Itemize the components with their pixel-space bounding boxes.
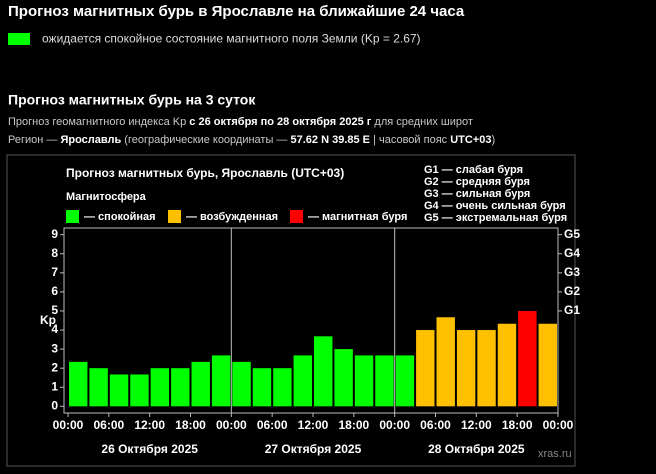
x-tick-label: 00:00 <box>379 418 410 432</box>
x-tick-label: 06:00 <box>420 418 451 432</box>
section-title: Прогноз магнитных бурь на 3 суток <box>8 92 256 108</box>
y-tick-label: 7 <box>51 265 58 279</box>
day-label: 27 Октября 2025 <box>265 442 362 456</box>
bar <box>395 355 415 407</box>
y-tick-label: 2 <box>51 360 58 374</box>
g-scale-item: G5 — экстремальная буря <box>424 212 567 224</box>
bar <box>171 368 190 407</box>
y2-tick-label: G3 <box>564 265 580 279</box>
bar <box>518 310 537 407</box>
day-label: 28 Октября 2025 <box>428 442 525 456</box>
bar <box>436 317 455 407</box>
legend-label: — возбужденная <box>186 211 278 223</box>
text-part: Ярославль <box>60 134 121 146</box>
bar <box>375 355 394 407</box>
y-axis-label: Kp <box>40 313 56 327</box>
text-part: для средних широт <box>371 116 473 128</box>
plot-frame <box>63 227 559 414</box>
text-part: Регион — <box>8 134 60 146</box>
text-part: Прогноз геомагнитного индекса Kp <box>8 116 189 128</box>
page-title: Прогноз магнитных бурь в Ярославле на бл… <box>8 3 465 20</box>
status-text: ожидается спокойное состояние магнитного… <box>42 32 421 46</box>
y-tick-label: 6 <box>51 284 58 298</box>
bar <box>293 355 312 407</box>
y2-tick-label: G2 <box>564 284 580 298</box>
status-swatch <box>8 33 30 45</box>
x-tick-label: 12:00 <box>134 418 165 432</box>
x-tick-label: 06:00 <box>257 418 288 432</box>
g-scale-item: G1 — слабая буря <box>424 164 523 176</box>
g-scale-item: G4 — очень сильная буря <box>424 200 566 212</box>
x-tick-label: 00:00 <box>216 418 247 432</box>
y2-tick-label: G1 <box>564 303 580 317</box>
legend-label: — спокойная <box>84 211 156 223</box>
text-part: с 26 октября по 28 октября 2025 г <box>189 116 371 128</box>
y-tick-label: 4 <box>51 322 58 336</box>
section-line: Прогноз геомагнитного индекса Kp с 26 ок… <box>8 116 473 128</box>
g-scale-item: G2 — средняя буря <box>424 176 530 188</box>
bar <box>69 361 88 407</box>
bar <box>354 355 374 407</box>
bar <box>191 361 210 407</box>
y-tick-label: 5 <box>51 303 58 317</box>
chart-title: Прогноз магнитных бурь, Ярославль (UTC+0… <box>66 166 344 180</box>
chart-panel <box>6 154 576 467</box>
watermark: xras.ru <box>538 448 572 460</box>
text-part: 57.62 N 39.85 E <box>291 134 371 146</box>
legend-swatch <box>168 210 181 223</box>
text-part: UTC+03 <box>450 134 491 146</box>
bar <box>334 349 353 407</box>
x-tick-label: 00:00 <box>543 418 574 432</box>
y-tick-label: 0 <box>51 398 58 412</box>
bar <box>232 361 251 407</box>
text-part: (географические координаты — <box>121 134 290 146</box>
bar <box>150 368 170 407</box>
bar <box>273 368 292 407</box>
y2-tick-label: G4 <box>564 246 580 260</box>
x-tick-label: 12:00 <box>298 418 329 432</box>
bar <box>314 336 333 407</box>
bar <box>109 374 129 407</box>
text-part: | часовой пояс <box>370 134 450 146</box>
bar <box>497 323 517 407</box>
x-tick-label: 06:00 <box>93 418 124 432</box>
y-tick-label: 3 <box>51 341 58 355</box>
x-tick-label: 18:00 <box>175 418 206 432</box>
x-tick-label: 00:00 <box>53 418 84 432</box>
text-part: ) <box>491 134 495 146</box>
g-scale-item: G3 — сильная буря <box>424 188 530 200</box>
bar <box>477 330 496 407</box>
legend-swatch <box>290 210 303 223</box>
section-line: Регион — Ярославль (географические коорд… <box>8 134 495 146</box>
y-tick-label: 9 <box>51 227 58 241</box>
bar <box>538 323 557 407</box>
y-tick-label: 8 <box>51 246 58 260</box>
bar <box>416 330 435 407</box>
x-tick-label: 12:00 <box>461 418 492 432</box>
x-tick-label: 18:00 <box>502 418 533 432</box>
bar <box>130 374 149 407</box>
y2-tick-label: G5 <box>564 227 580 241</box>
y-tick-label: 1 <box>51 379 58 393</box>
bar <box>252 368 272 407</box>
bar <box>456 330 476 407</box>
legend-swatch <box>66 210 79 223</box>
bar <box>211 355 231 407</box>
bar <box>89 368 108 407</box>
legend-title: Магнитосфера <box>66 191 147 203</box>
x-tick-label: 18:00 <box>338 418 369 432</box>
legend-label: — магнитная буря <box>308 211 407 223</box>
day-label: 26 Октября 2025 <box>101 442 198 456</box>
